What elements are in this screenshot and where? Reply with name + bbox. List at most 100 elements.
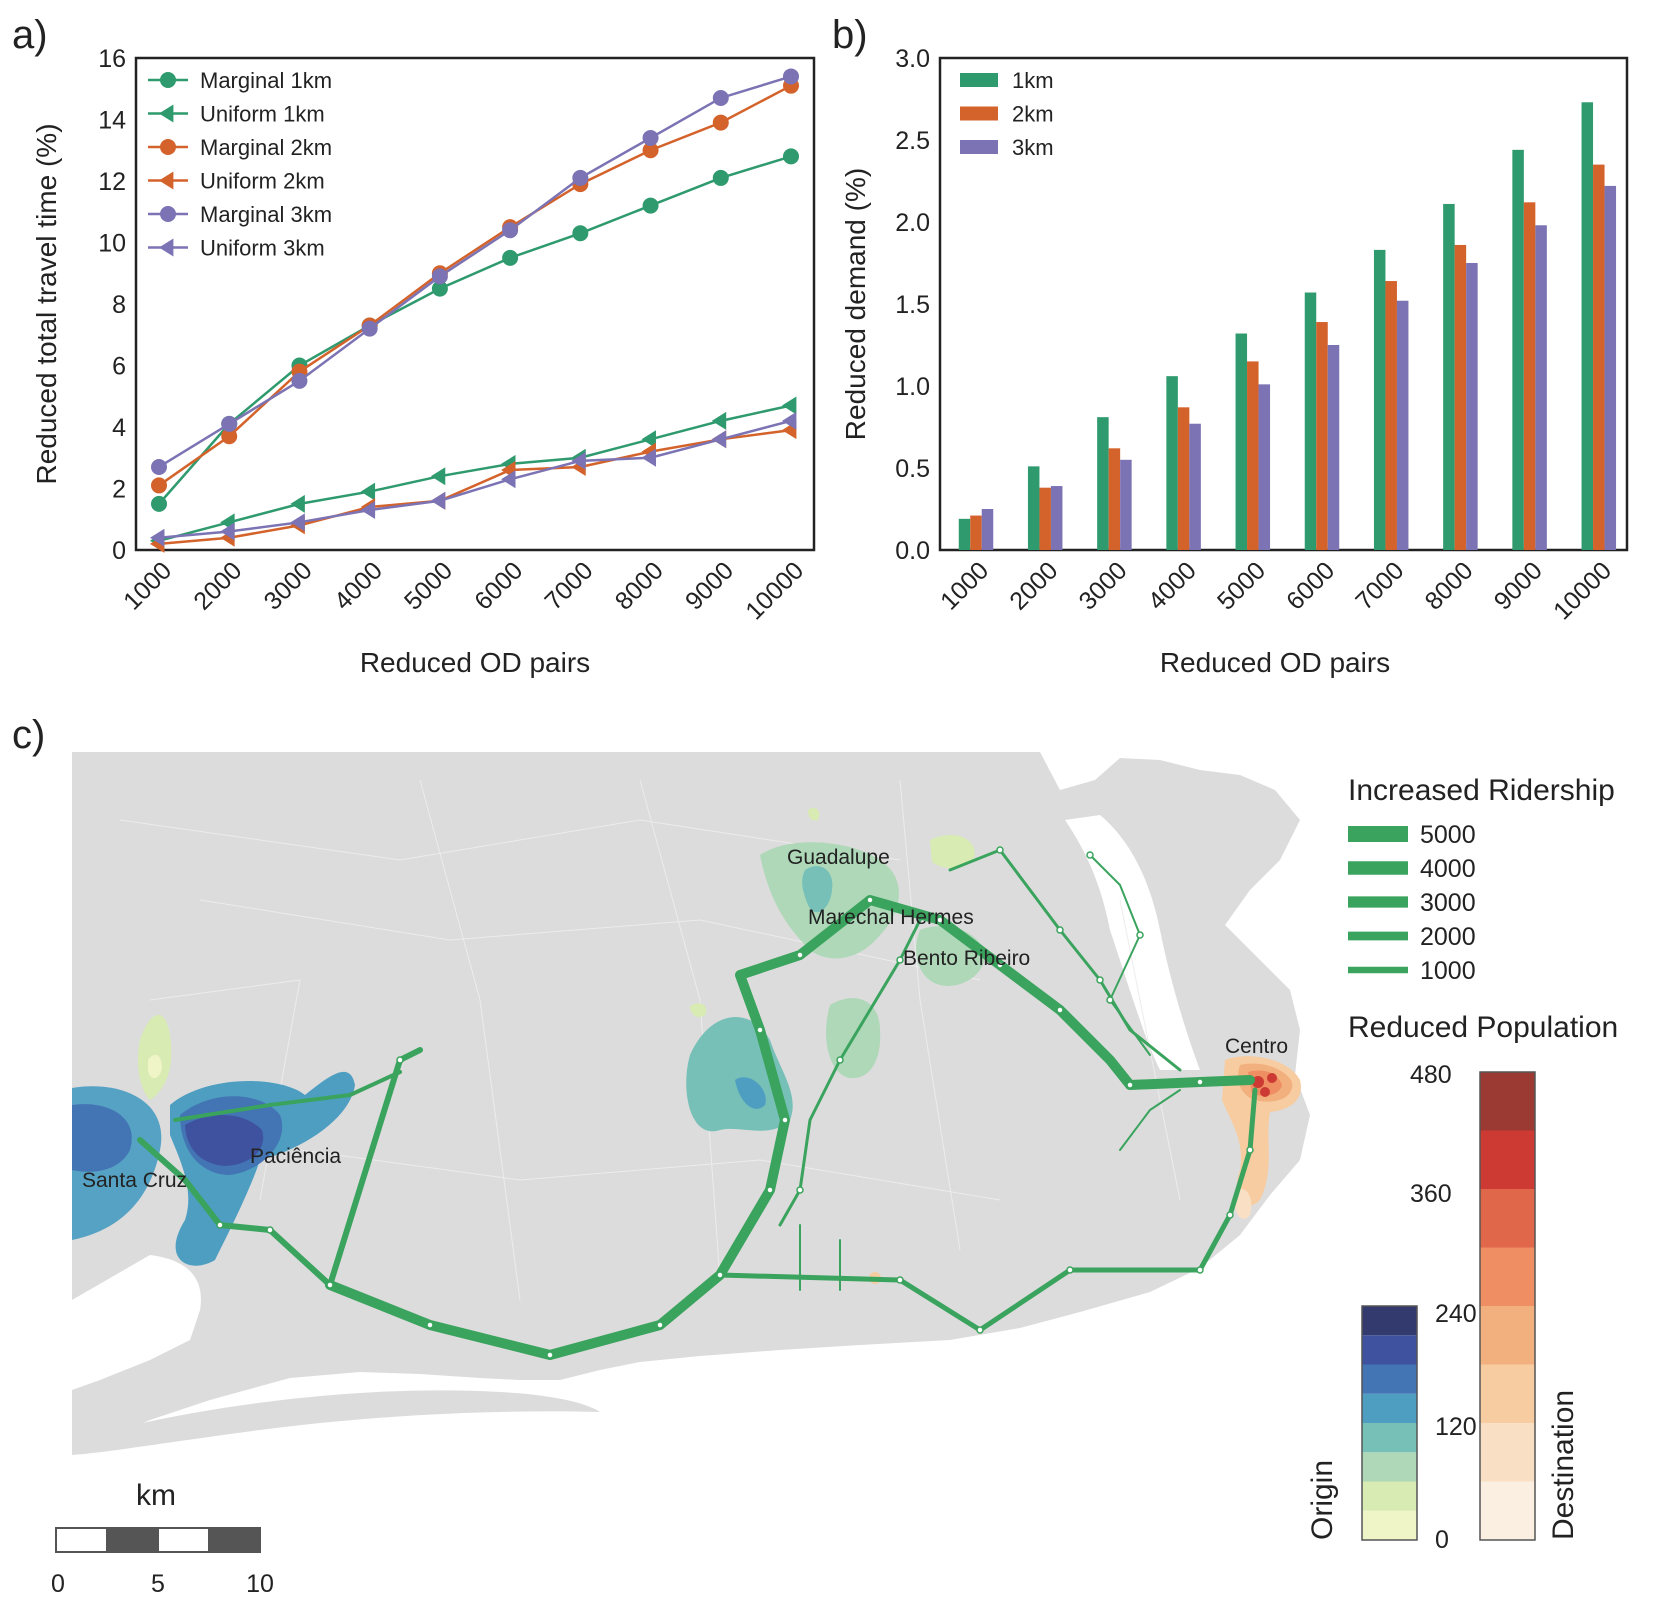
dest-tick-360: 360 — [1410, 1180, 1452, 1208]
series-line-uniform-1km — [158, 404, 792, 542]
chart-b-ytick-1.5: 1.5 — [895, 291, 930, 319]
series-line-uniform-2km — [158, 428, 792, 546]
legend-marker-marginal-2km — [160, 139, 176, 155]
map-roads — [119, 779, 1181, 1301]
chart-b-ylabel: Reduced demand (%) — [840, 168, 871, 440]
legend-label-3km: 3km — [1012, 135, 1054, 160]
chart-b-xtick-10000: 10000 — [1548, 556, 1617, 625]
chart-b-xtick-1000: 1000 — [935, 556, 994, 615]
point-marginal-3km-3000 — [291, 372, 308, 389]
legend-marker-uniform-2km — [159, 171, 174, 190]
origin-tick-240: 240 — [1435, 1300, 1477, 1328]
ridership-label-3000: 3000 — [1420, 889, 1476, 917]
point-uniform-3km-8000 — [641, 448, 656, 467]
chart-b-xtick-9000: 9000 — [1489, 556, 1548, 615]
point-uniform-3km-7000 — [571, 451, 586, 470]
ridership-label-4000: 4000 — [1420, 855, 1476, 883]
bar-3km-6000 — [1327, 345, 1340, 550]
point-marginal-1km-6000 — [502, 249, 519, 266]
point-marginal-1km-5000 — [431, 280, 448, 297]
bar-1km-10000 — [1581, 102, 1594, 550]
chart-a-ylabel: Reduced total travel time (%) — [31, 123, 62, 484]
point-marginal-3km-6000 — [502, 222, 519, 239]
legend-label-2km: 2km — [1012, 102, 1054, 127]
bar-2km-6000 — [1316, 322, 1328, 550]
point-uniform-1km-5000 — [430, 467, 446, 486]
destination-band-2 — [1480, 1364, 1535, 1423]
legend-label-marginal-3km: Marginal 3km — [200, 202, 332, 227]
bar-3km-4000 — [1189, 423, 1201, 550]
point-uniform-3km-10000 — [782, 411, 797, 430]
legend-marker-marginal-3km — [160, 206, 176, 222]
legend-label-uniform-2km: Uniform 2km — [200, 169, 325, 194]
destination-label: Destination — [1547, 1390, 1580, 1540]
origin-band-3 — [1362, 1423, 1417, 1453]
bar-3km-3000 — [1120, 459, 1132, 550]
chart-b-xtick-7000: 7000 — [1350, 556, 1409, 615]
chart-a-ytick-12: 12 — [98, 168, 126, 196]
chart-b-xtick-2000: 2000 — [1004, 556, 1063, 615]
chart-a-xtick-9000: 9000 — [680, 556, 739, 615]
origin-band-0 — [1362, 1510, 1417, 1540]
point-uniform-3km-2000 — [220, 522, 235, 541]
chart-a-xlabel: Reduced OD pairs — [360, 647, 590, 678]
chart-a-ytick-6: 6 — [112, 353, 126, 381]
point-uniform-1km-9000 — [711, 411, 727, 430]
bar-2km-9000 — [1523, 202, 1536, 550]
map-label-paciencia: Paciência — [250, 1145, 341, 1168]
point-marginal-1km-9000 — [712, 169, 729, 186]
bar-3km-5000 — [1258, 384, 1271, 550]
map-restinga — [72, 1390, 600, 1455]
chart-a-xtick-2000: 2000 — [188, 556, 247, 615]
point-marginal-1km-1000 — [151, 495, 167, 512]
ridership-legend-title: Increased Ridership — [1348, 774, 1615, 807]
chart-b-xtick-6000: 6000 — [1281, 556, 1340, 615]
chart-b-frame — [938, 56, 1629, 552]
legend-label-uniform-3km: Uniform 3km — [200, 236, 325, 261]
bar-1km-3000 — [1097, 417, 1109, 550]
panel-label-a: a) — [12, 13, 48, 57]
chart-a-ytick-8: 8 — [112, 291, 126, 319]
bar-2km-5000 — [1247, 361, 1259, 550]
chart-a-marks: 0 2 4 6 8 10 12 14 16 1000 2000 3000 4000 5000 6000 700… — [98, 45, 809, 625]
chart-a-xtick-6000: 6000 — [469, 556, 528, 615]
bar-1km-9000 — [1512, 149, 1524, 550]
destination-band-5 — [1480, 1189, 1535, 1248]
origin-tick-0: 0 — [1435, 1526, 1449, 1554]
bar-3km-7000 — [1396, 300, 1409, 550]
series-line-marginal-3km — [158, 75, 792, 469]
chart-b-ytick-1.0: 1.0 — [895, 373, 930, 401]
legend-swatch-3km — [960, 140, 998, 154]
destination-band-1 — [1480, 1423, 1535, 1482]
origin-label: Origin — [1306, 1460, 1339, 1540]
origin-colorbar — [1361, 1305, 1418, 1541]
destination-band-4 — [1480, 1247, 1535, 1306]
point-uniform-3km-4000 — [360, 501, 376, 520]
series-line-uniform-3km — [158, 419, 792, 539]
origin-band-6 — [1362, 1335, 1417, 1365]
origin-band-4 — [1362, 1393, 1417, 1423]
chart-b: 0.0 0.5 1.0 1.5 2.0 2.5 3.0 1000 2000 3000 4000 500… — [840, 45, 1629, 678]
ridership-label-2000: 2000 — [1420, 923, 1476, 951]
ridership-legend-items: 5000 4000 3000 2000 1000 — [1348, 821, 1476, 985]
map-sea-south — [72, 1255, 201, 1390]
destination-band-6 — [1480, 1130, 1535, 1189]
chart-a-xtick-5000: 5000 — [399, 556, 458, 615]
chart-a-frame — [134, 56, 816, 552]
point-uniform-3km-1000 — [150, 528, 165, 547]
bar-3km-10000 — [1604, 185, 1617, 551]
point-marginal-2km-9000 — [712, 114, 729, 131]
point-marginal-1km-7000 — [572, 225, 589, 242]
chart-a-ytick-10: 10 — [98, 230, 126, 258]
chart-a-xtick-8000: 8000 — [610, 556, 669, 615]
point-marginal-3km-2000 — [221, 415, 238, 432]
origin-band-5 — [1362, 1364, 1417, 1394]
bar-3km-2000 — [1050, 486, 1063, 550]
bar-3km-8000 — [1466, 263, 1478, 550]
point-marginal-2km-1000 — [151, 477, 167, 494]
legend-swatch-1km — [960, 73, 998, 87]
legend-marker-uniform-1km — [159, 104, 174, 123]
chart-a-ytick-0: 0 — [112, 537, 126, 565]
point-marginal-2km-8000 — [642, 142, 659, 159]
chart-b-ytick-3.0: 3.0 — [895, 45, 930, 73]
